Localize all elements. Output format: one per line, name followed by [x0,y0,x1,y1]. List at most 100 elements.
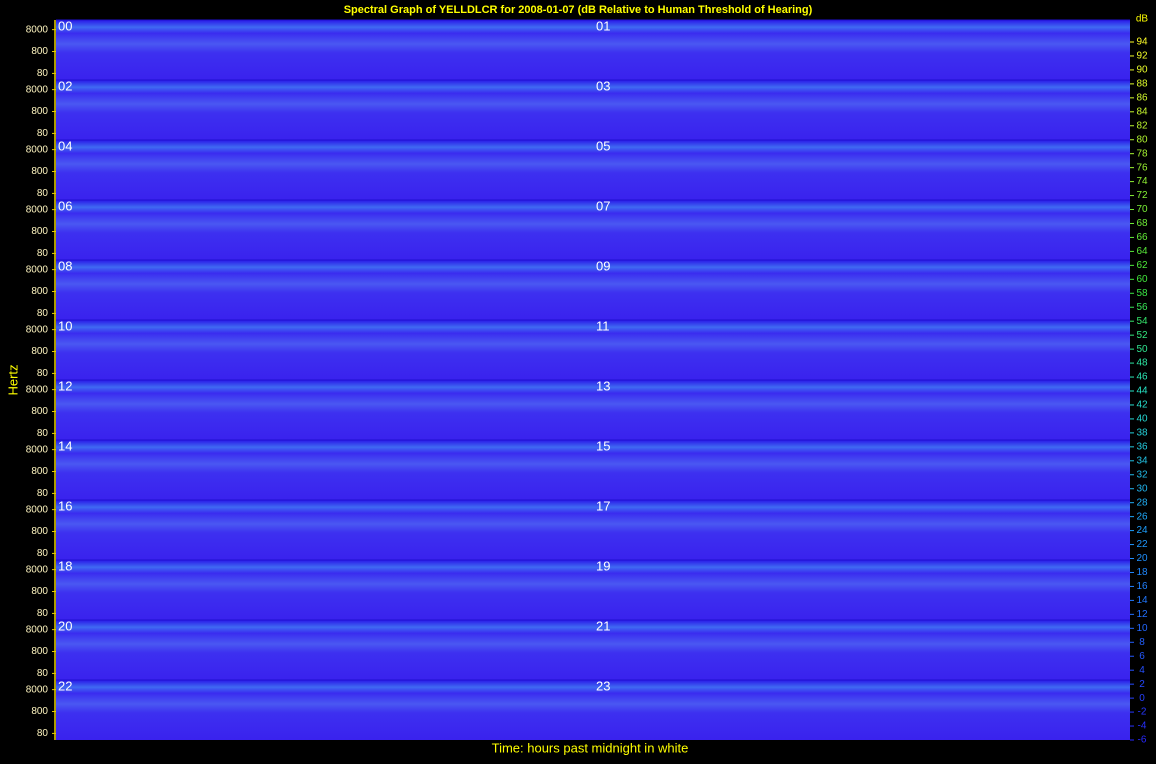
spectrogram-row [56,200,1130,260]
y-tick-label: 8000 [26,564,49,575]
y-tick-label: 8000 [26,384,49,395]
hour-label: 09 [596,258,610,273]
y-tick-label: 800 [31,526,48,537]
hour-label: 13 [596,378,610,393]
spectrogram-row [56,80,1130,140]
y-axis-label: Hertz [5,364,20,395]
colorbar-tick-label: 80 [1136,134,1148,145]
y-tick-label: 80 [37,248,49,259]
colorbar-tick-label: 54 [1136,316,1148,327]
colorbar-label: dB [1136,14,1149,25]
hour-label: 18 [58,558,72,573]
y-tick-label: 80 [37,128,49,139]
y-tick-label: 80 [37,188,49,199]
hour-label: 01 [596,18,610,33]
colorbar-tick-label: 58 [1136,288,1148,299]
colorbar-tick-label: 72 [1136,190,1148,201]
hour-label: 05 [596,138,610,153]
colorbar-tick-label: 10 [1136,623,1148,634]
colorbar-tick-label: 84 [1136,106,1148,117]
colorbar-tick-label: 74 [1136,176,1148,187]
colorbar-tick-label: 56 [1136,302,1148,313]
spectrogram-row [56,680,1130,740]
colorbar-tick-label: 86 [1136,92,1148,103]
hour-label: 10 [58,318,72,333]
y-tick-label: 80 [37,68,49,79]
hour-label: 15 [596,438,610,453]
spectrogram-row [56,500,1130,560]
colorbar-tick-label: 42 [1136,400,1148,411]
y-tick-label: 800 [31,586,48,597]
y-tick-label: 80 [37,728,49,739]
colorbar-tick-label: -4 [1138,721,1147,732]
chart: Spectral Graph of YELLDLCR for 2008-01-0… [0,0,1156,759]
hour-label: 22 [58,678,72,693]
colorbar-tick-label: 52 [1136,330,1148,341]
colorbar-tick-label: 28 [1136,497,1148,508]
colorbar-tick-label: 50 [1136,344,1148,355]
spectrogram-row [56,140,1130,200]
y-tick-label: 8000 [26,24,49,35]
colorbar-tick-label: 90 [1136,65,1148,76]
y-tick-label: 800 [31,466,48,477]
y-tick-label: 80 [37,368,49,379]
hour-label: 11 [596,318,610,333]
y-tick-label: 80 [37,548,49,559]
colorbar-tick-label: 88 [1136,79,1148,90]
hour-label: 00 [58,18,72,33]
colorbar-tick-label: 82 [1136,120,1148,131]
y-tick-label: 80 [37,488,49,499]
x-axis-label: Time: hours past midnight in white [492,740,689,755]
spectrogram-row [56,560,1130,620]
colorbar-tick-label: 34 [1136,455,1148,466]
colorbar-tick-label: 6 [1139,651,1145,662]
y-tick-label: 800 [31,46,48,57]
colorbar-tick-label: 78 [1136,148,1148,159]
colorbar-tick-label: 70 [1136,204,1148,215]
colorbar-tick-label: 36 [1136,441,1148,452]
plot-area [56,20,1130,740]
hour-label: 03 [596,78,610,93]
spectrogram-row [56,20,1130,80]
colorbar-tick-label: 60 [1136,274,1148,285]
colorbar-tick-label: 66 [1136,232,1148,243]
colorbar-tick-label: 76 [1136,162,1148,173]
colorbar-tick-label: 20 [1136,553,1148,564]
y-tick-label: 800 [31,406,48,417]
hour-label: 20 [58,618,72,633]
y-tick-label: 8000 [26,264,49,275]
y-tick-label: 8000 [26,624,49,635]
colorbar-tick-label: 44 [1136,386,1148,397]
y-tick-label: 80 [37,428,49,439]
colorbar-tick-label: 12 [1136,609,1148,620]
colorbar-tick-label: -2 [1138,707,1147,718]
colorbar-tick-label: 2 [1139,679,1145,690]
colorbar-tick-label: 16 [1136,581,1148,592]
hour-label: 17 [596,498,610,513]
hour-label: 14 [58,438,72,453]
colorbar-tick-label: 68 [1136,218,1148,229]
colorbar-tick-label: 46 [1136,372,1148,383]
spectrogram-row [56,380,1130,440]
colorbar-tick-label: 18 [1136,567,1148,578]
colorbar-tick-label: 38 [1136,428,1148,439]
page: Spectral Graph of YELLDLCR for 2008-01-0… [0,0,1156,764]
y-tick-label: 8000 [26,444,49,455]
colorbar-tick-label: 94 [1136,37,1148,48]
spectrogram-row [56,260,1130,320]
colorbar-tick-label: 22 [1136,539,1148,550]
y-tick-label: 8000 [26,84,49,95]
colorbar-tick-label: 92 [1136,51,1148,62]
colorbar-tick-label: 8 [1139,637,1145,648]
hour-label: 04 [58,138,72,153]
spectrogram-row [56,440,1130,500]
y-tick-label: 800 [31,226,48,237]
colorbar-tick-label: 64 [1136,246,1148,257]
y-tick-label: 800 [31,346,48,357]
y-tick-label: 8000 [26,684,49,695]
colorbar-tick-label: -6 [1138,735,1147,746]
spectrogram-row [56,620,1130,680]
colorbar-tick-label: 26 [1136,511,1148,522]
hour-label: 21 [596,618,610,633]
colorbar-tick-label: 32 [1136,469,1148,480]
